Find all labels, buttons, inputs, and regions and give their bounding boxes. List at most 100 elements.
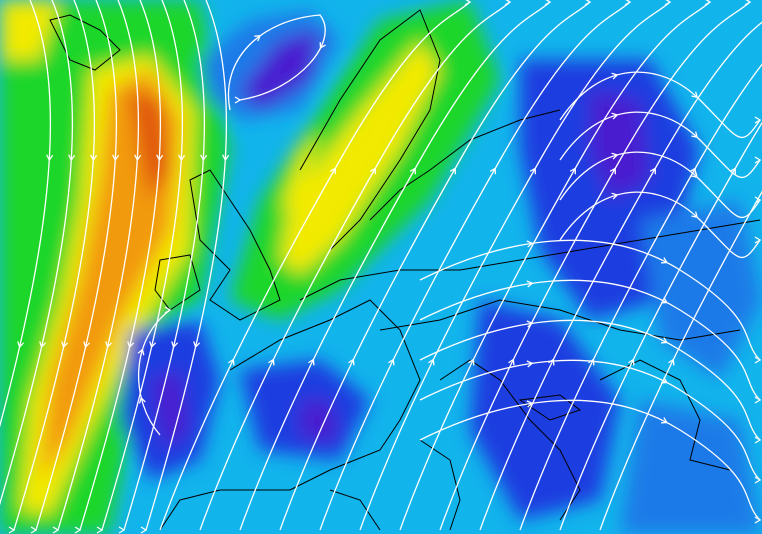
- streamline: [159, 1, 471, 531]
- streamline: [0, 0, 52, 428]
- streamline-arrow-icon: [526, 280, 534, 288]
- streamline: [239, 1, 551, 531]
- streamline: [419, 239, 761, 361]
- streamline: [137, 309, 171, 436]
- streamline: [199, 1, 511, 531]
- coastline-segment: [299, 219, 761, 301]
- streamline: [101, 0, 184, 531]
- coastline-segment: [369, 109, 561, 221]
- streamline-arrow-icon: [137, 348, 145, 356]
- streamline-arrow-icon: [348, 358, 355, 366]
- streamline: [559, 71, 761, 138]
- streamline-arrow-icon: [127, 341, 135, 349]
- streamline-arrow-icon: [449, 167, 456, 175]
- streamline-arrow-icon: [668, 358, 675, 366]
- streamline-arrow-icon: [46, 154, 54, 162]
- streamline-arrow-icon: [118, 526, 126, 534]
- streamline-arrow-icon: [134, 154, 142, 162]
- coastline-segment: [49, 14, 121, 71]
- streamline-arrow-icon: [140, 526, 148, 534]
- streamline-arrow-icon: [428, 358, 435, 366]
- streamline-arrow-icon: [704, 0, 712, 6]
- streamline-arrow-icon: [30, 526, 38, 534]
- streamline: [13, 0, 96, 531]
- streamline-arrow-icon: [308, 358, 315, 366]
- streamline-arrow-icon: [319, 42, 326, 50]
- streamline: [419, 319, 761, 441]
- streamline-arrow-icon: [754, 436, 762, 444]
- streamline: [123, 0, 206, 531]
- streamline-arrow-icon: [200, 154, 208, 162]
- streamline: [479, 21, 762, 531]
- blue-zone-southeast: [620, 400, 762, 534]
- streamline-arrow-icon: [611, 192, 619, 200]
- streamline-arrow-icon: [61, 341, 69, 349]
- violet-core-norway: [240, 30, 320, 110]
- coastline-segment: [518, 394, 582, 421]
- coastline-segment: [439, 359, 581, 521]
- streamline-arrow-icon: [96, 526, 104, 534]
- streamline-arrow-icon: [254, 35, 262, 42]
- streamline-arrow-icon: [754, 356, 762, 364]
- streamline-arrow-icon: [624, 0, 632, 6]
- streamline: [359, 1, 671, 531]
- streamline-arrow-icon: [691, 171, 699, 179]
- streamline: [599, 190, 762, 531]
- streamline-arrow-icon: [754, 476, 762, 484]
- streamline-arrow-icon: [569, 167, 576, 175]
- streamline-arrow-icon: [268, 358, 275, 366]
- streamline-arrow-icon: [8, 526, 16, 534]
- streamline-arrow-icon: [369, 167, 376, 175]
- streamline-arrow-icon: [754, 396, 762, 404]
- streamline-arrow-icon: [544, 0, 552, 6]
- streamline-arrow-icon: [234, 96, 242, 104]
- streamline-arrow-icon: [526, 360, 534, 368]
- streamline-arrow-icon: [83, 341, 91, 349]
- streamline-arrow-icon: [504, 0, 512, 6]
- streamline-arrow-icon: [52, 526, 60, 534]
- streamline-arrow-icon: [661, 257, 669, 264]
- coastline-segment: [379, 299, 741, 341]
- streamline-arrow-icon: [611, 112, 619, 120]
- coastline-segment: [419, 439, 461, 531]
- streamline: [559, 151, 761, 218]
- streamline-arrow-icon: [526, 240, 534, 248]
- streamline: [419, 399, 761, 521]
- streamline-arrow-icon: [90, 154, 98, 162]
- streamline-arrow-icon: [112, 154, 120, 162]
- streamline-arrow-icon: [754, 156, 762, 164]
- streamline: [519, 63, 762, 531]
- blue-zone-balkans: [640, 200, 762, 380]
- streamline-arrow-icon: [138, 396, 146, 404]
- streamline-arrow-icon: [156, 154, 164, 162]
- streamline-arrow-icon: [664, 0, 672, 6]
- streamline-arrow-icon: [508, 358, 515, 366]
- streamline-arrow-icon: [611, 72, 619, 80]
- streamline-arrow-icon: [193, 341, 201, 349]
- streamline-arrow-icon: [68, 154, 76, 162]
- streamline: [439, 1, 751, 531]
- yellow-zone-nw: [0, 0, 60, 60]
- streamline-arrow-icon: [171, 341, 179, 349]
- blue-zone-italy: [470, 300, 620, 520]
- streamline-arrow-icon: [649, 167, 656, 175]
- streamline-arrow-icon: [105, 341, 113, 349]
- streamline-arrow-icon: [409, 167, 416, 175]
- streamline-arrow-icon: [388, 358, 395, 366]
- streamline-arrow-icon: [222, 154, 230, 162]
- streamline-arrow-icon: [661, 337, 669, 344]
- streamline-arrow-icon: [754, 196, 762, 204]
- streamline: [559, 191, 761, 258]
- streamline-arrow-icon: [754, 116, 762, 124]
- streamline-arrow-icon: [628, 358, 635, 366]
- streamline-arrow-icon: [691, 211, 699, 219]
- streamline: [57, 0, 140, 531]
- streamline: [79, 0, 162, 531]
- streamline-arrow-icon: [526, 320, 534, 328]
- streamline: [419, 279, 761, 401]
- streamline-arrow-icon: [584, 0, 592, 6]
- streamline-arrow-icon: [609, 167, 616, 175]
- streamline-arrow-icon: [661, 377, 669, 384]
